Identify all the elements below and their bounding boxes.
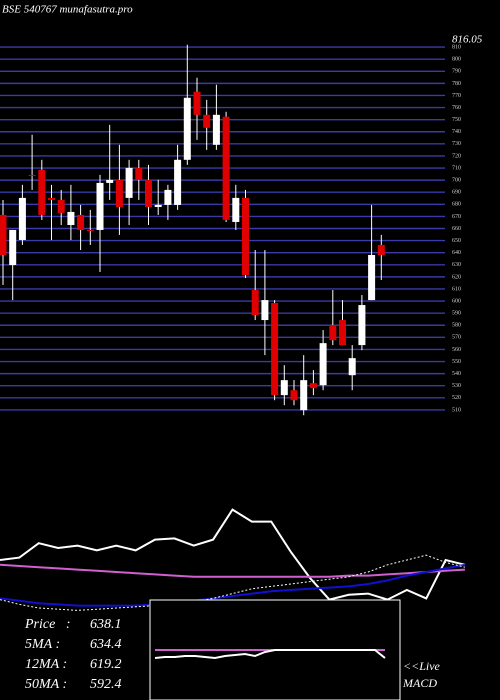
candle-body (57, 199, 65, 213)
indicator-line (0, 554, 466, 611)
y-tick-label: 720 (452, 153, 461, 159)
y-tick-label: 570 (452, 335, 461, 341)
indicator-line (0, 563, 466, 578)
candle-body (193, 91, 201, 115)
candle-body (38, 169, 46, 215)
candle-body (174, 159, 182, 205)
stat-label: Price : (24, 617, 70, 632)
candle-body (300, 380, 308, 411)
candle-body (232, 197, 240, 222)
candle-body (358, 305, 366, 346)
grid: 816.05 510 520 530 540 550 560 570 580 590 600 610 6… (0, 33, 483, 413)
y-tick-label: 530 (452, 383, 461, 389)
candle-body (222, 116, 230, 220)
candle-body (348, 358, 356, 376)
y-tick-label: 640 (452, 250, 461, 256)
candle-body (271, 302, 279, 396)
candle-body (28, 174, 36, 176)
candle-body (251, 290, 259, 316)
candle-body (280, 380, 288, 396)
macd-panel (154, 649, 386, 660)
candle-body (18, 197, 26, 240)
candle-body (242, 197, 249, 276)
candle-body (86, 229, 94, 231)
y-tick-label: 630 (452, 262, 461, 268)
candle-body (48, 197, 55, 200)
candle-body (0, 214, 7, 255)
high-marker: 816.05 (452, 33, 483, 45)
stat-label: 12MA : (25, 657, 67, 672)
y-tick-label: 650 (452, 238, 461, 244)
stat-value: 592.4 (90, 677, 122, 692)
candle-body (368, 254, 376, 301)
y-tick-label: 680 (452, 202, 461, 208)
y-tick-label: 760 (452, 105, 461, 111)
y-tick-label: 800 (452, 57, 461, 63)
y-tick-label: 510 (452, 407, 461, 413)
candle-body (77, 214, 85, 230)
y-tick-label: 780 (452, 81, 461, 87)
candle-body (164, 189, 172, 205)
candle-body (183, 97, 191, 160)
candle-body (377, 244, 385, 255)
candle-body (309, 383, 317, 389)
y-tick-label: 790 (452, 69, 461, 75)
y-tick-label: 670 (452, 214, 461, 220)
y-tick-label: 700 (452, 178, 461, 184)
stat-value: 619.2 (90, 657, 122, 672)
indicator-line (154, 649, 386, 660)
y-tick-label: 750 (452, 117, 461, 123)
y-tick-label: 520 (452, 395, 461, 401)
y-tick-label: 540 (452, 371, 461, 377)
y-tick-label: 620 (452, 274, 461, 280)
candle-body (203, 114, 211, 128)
y-tick-label: 770 (452, 93, 461, 99)
y-tick-label: 590 (452, 311, 461, 317)
candle-body (96, 182, 104, 230)
live-label: <<Live (403, 659, 441, 673)
candle-body (290, 390, 298, 401)
candle-body (329, 325, 337, 341)
info: Price : 638.1 5MA : 634.4 12MA : 619.2 50MA : 5… (24, 617, 122, 692)
candle-body (135, 167, 143, 180)
y-tick-label: 550 (452, 359, 461, 365)
candle-body (115, 179, 123, 207)
stat-value: 634.4 (90, 637, 122, 652)
candle-body (9, 229, 17, 266)
y-tick-label: 580 (452, 323, 461, 329)
candle-body (319, 343, 327, 386)
macd-label: MACD (402, 676, 437, 690)
y-tick-label: 560 (452, 347, 461, 353)
candle-body (339, 320, 346, 346)
candles (0, 44, 385, 416)
stat-label: 50MA : (25, 677, 67, 692)
y-tick-label: 660 (452, 226, 461, 232)
y-tick-label: 600 (452, 298, 461, 304)
candle-body (145, 179, 152, 207)
candle-body (125, 167, 133, 198)
y-tick-label: 710 (452, 165, 461, 171)
stat-value: 638.1 (90, 617, 122, 632)
stat-label: 5MA : (25, 637, 60, 652)
title: BSE 540767 munafasutra.pro (2, 4, 133, 16)
candle-body (106, 179, 114, 183)
y-tick-label: 730 (452, 141, 461, 147)
indicator-line (0, 563, 466, 607)
candle-body (154, 204, 162, 207)
candle-body (67, 211, 75, 225)
candle-body (212, 114, 220, 145)
y-tick-label: 610 (452, 286, 461, 292)
candle-body (261, 300, 269, 321)
y-tick-label: 690 (452, 190, 461, 196)
y-tick-label: 740 (452, 129, 461, 135)
y-tick-label: 810 (452, 44, 461, 50)
